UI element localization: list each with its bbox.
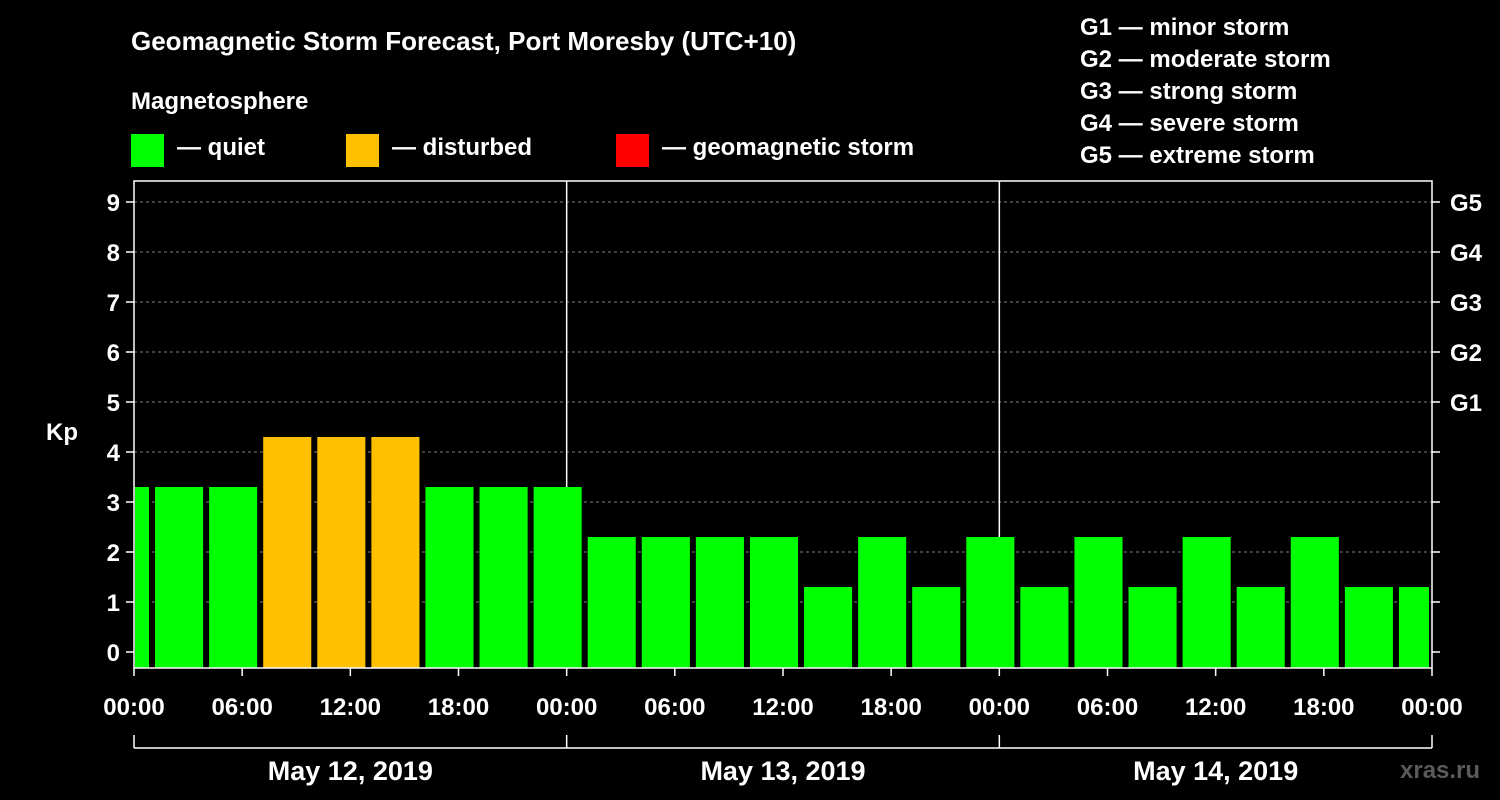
kp-bar [641,537,690,668]
x-tick-label: 00:00 [969,694,1030,721]
x-tick-label: 18:00 [428,694,489,721]
legend-label-storm: — geomagnetic storm [662,134,915,161]
x-tick-label: 12:00 [320,694,381,721]
x-tick-label: 06:00 [211,694,272,721]
g-level-label: G3 [1450,290,1482,317]
legend-swatch-storm [616,134,649,167]
kp-bar [371,437,420,668]
g-scale-g3: G3 — strong storm [1080,78,1298,105]
x-tick-label: 06:00 [1077,694,1138,721]
legend-swatch-disturbed [346,134,379,167]
kp-bar [1074,537,1123,668]
x-tick-label: 18:00 [860,694,921,721]
g-scale-g1: G1 — minor storm [1080,14,1290,41]
date-label: May 12, 2019 [268,756,433,786]
kp-bar [912,587,961,668]
kp-bar [479,487,528,668]
g-scale-g5: G5 — extreme storm [1080,142,1315,169]
legend-title: Magnetosphere [131,88,309,115]
g-scale-g2: G2 — moderate storm [1080,46,1331,73]
date-label: May 13, 2019 [700,756,865,786]
kp-bar [263,437,312,668]
legend-swatch-quiet [131,134,164,167]
kp-bar [1128,587,1177,668]
chart-title: Geomagnetic Storm Forecast, Port Moresby… [131,26,797,56]
kp-bar [135,487,150,668]
kp-bar [858,537,907,668]
x-tick-label: 00:00 [1401,694,1462,721]
x-tick-label: 18:00 [1293,694,1354,721]
y-tick-label: 8 [107,240,120,267]
kp-bar [155,487,204,668]
x-tick-label: 00:00 [536,694,597,721]
legend-label-quiet: — quiet [177,134,265,161]
y-tick-label: 4 [107,440,121,467]
kp-bar [1344,587,1393,668]
g-level-label: G5 [1450,190,1482,217]
kp-bar [1020,587,1069,668]
x-tick-label: 12:00 [1185,694,1246,721]
kp-bar [1398,587,1429,668]
kp-bar [425,487,474,668]
kp-bar [695,537,744,668]
kp-bar [804,587,853,668]
brand-watermark: xras.ru [1400,757,1481,784]
y-tick-label: 1 [107,590,120,617]
date-label: May 14, 2019 [1133,756,1298,786]
g-level-label: G4 [1450,240,1483,267]
g-scale-g4: G4 — severe storm [1080,110,1299,137]
kp-bar [533,487,582,668]
g-level-label: G1 [1450,390,1482,417]
kp-bar [749,537,799,668]
y-axis-title: Kp [46,419,78,446]
y-tick-label: 5 [107,390,120,417]
y-tick-label: 9 [107,190,120,217]
kp-bar [209,487,258,668]
x-tick-label: 06:00 [644,694,705,721]
y-tick-label: 3 [107,490,120,517]
y-tick-label: 6 [107,340,120,367]
g-level-label: G2 [1450,340,1482,367]
kp-bar [966,537,1015,668]
kp-bar [317,437,366,668]
y-tick-label: 7 [107,290,120,317]
legend-label-disturbed: — disturbed [392,134,533,161]
x-tick-label: 00:00 [103,694,164,721]
kp-bar [1182,537,1231,668]
kp-bar [1236,587,1285,668]
kp-bar [587,537,636,668]
x-tick-label: 12:00 [752,694,813,721]
kp-bar [1290,537,1339,668]
y-tick-label: 2 [107,540,120,567]
y-tick-label: 0 [107,640,120,667]
